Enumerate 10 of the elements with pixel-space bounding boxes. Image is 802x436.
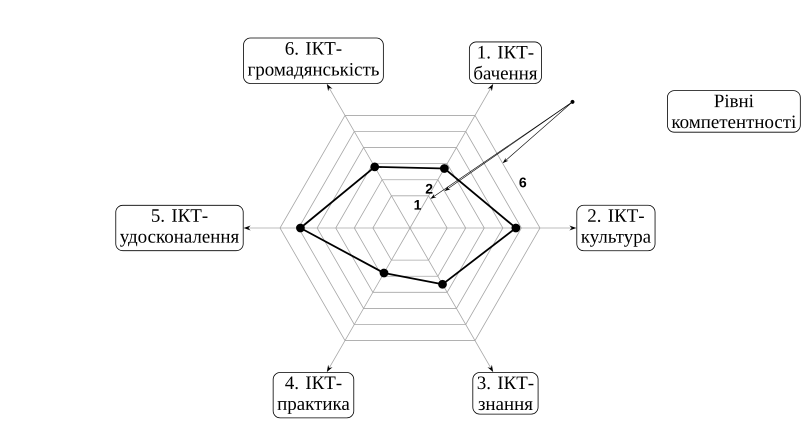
spoke-label: 4. ІКТ-практика: [277, 376, 350, 414]
spoke-label: 3. ІКТ-знання: [478, 376, 534, 410]
spoke-label: 1. ІКТ-бачення: [474, 46, 538, 80]
y-tick-label: 1: [414, 200, 422, 210]
text: Рівні компетентності: [672, 94, 796, 128]
spoke-label: 5. ІКТ-удосконалення: [120, 209, 239, 247]
spoke-label: 2. ІКТ-культура: [581, 209, 651, 247]
spoke-label: 6. ІКТ-громадянськість: [248, 42, 379, 80]
y-tick-label: 6: [519, 177, 526, 188]
y-tick-label: 2: [426, 184, 432, 194]
